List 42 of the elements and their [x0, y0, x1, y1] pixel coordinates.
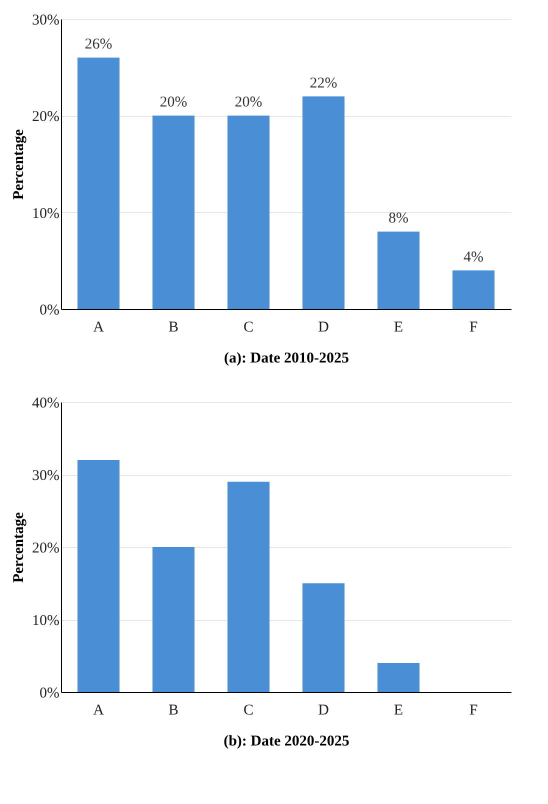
data-label: 20% [160, 94, 188, 111]
data-label: 26% [84, 36, 112, 53]
bar [78, 58, 120, 309]
x-tick-label: C [243, 702, 254, 718]
x-tick-label: A [93, 702, 104, 718]
x-tick-label: B [168, 702, 179, 718]
y-axis-title: Percentage [11, 128, 28, 200]
bar [378, 232, 420, 309]
data-label: 22% [310, 75, 338, 92]
y-tick-label: 30% [32, 12, 60, 28]
x-tick-label: D [318, 702, 330, 718]
bar [78, 460, 120, 692]
x-tick-label: F [469, 702, 478, 718]
x-tick-label: E [394, 320, 404, 336]
x-tick-label: B [168, 320, 179, 336]
y-axis-title: Percentage [11, 512, 28, 583]
x-tick-label: F [469, 320, 478, 336]
y-tick-label: 30% [32, 468, 60, 484]
x-axis-title: (a): Date 2010-2025 [224, 350, 349, 366]
y-tick-label: 40% [32, 396, 60, 412]
bar [152, 547, 194, 692]
x-tick-label: E [394, 702, 404, 718]
bar [452, 270, 494, 309]
data-label: 8% [388, 210, 408, 227]
bar [228, 116, 270, 309]
bar [152, 116, 194, 309]
bar [228, 482, 270, 692]
y-tick-label: 0% [40, 302, 60, 318]
bar [302, 583, 344, 692]
x-tick-label: C [243, 320, 254, 336]
bar [302, 96, 344, 309]
y-tick-label: 20% [32, 109, 60, 126]
data-label: 4% [464, 249, 484, 266]
x-tick-label: A [93, 320, 104, 336]
y-tick-label: 0% [40, 686, 60, 702]
y-tick-label: 10% [32, 206, 60, 222]
bar [378, 663, 420, 692]
y-tick-label: 20% [32, 540, 60, 556]
y-tick-label: 10% [32, 613, 60, 629]
x-tick-label: D [318, 320, 330, 336]
data-label: 20% [234, 94, 262, 111]
x-axis-title: (b): Date 2020-2025 [224, 734, 350, 750]
